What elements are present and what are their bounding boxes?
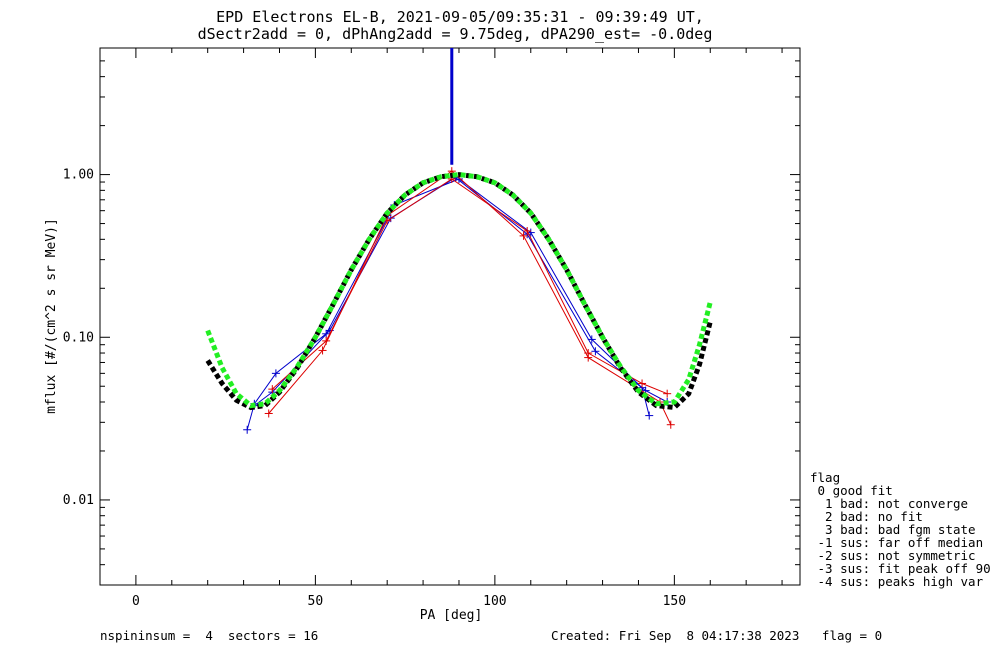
legend-title: flag [810, 470, 841, 485]
data-point [271, 369, 280, 378]
data-point [666, 420, 675, 429]
y-tick-label: 0.01 [63, 493, 94, 508]
x-tick-label: 100 [483, 594, 506, 609]
data-line-0 [246, 178, 650, 430]
plot-frame [99, 47, 801, 586]
series-layer [205, 48, 713, 434]
legend-item: -2 sus: not symmetric [810, 548, 976, 563]
legend-item: -3 sus: fit peak off 90 [810, 561, 991, 576]
data-line-2 [268, 170, 672, 425]
x-tick-label: 50 [308, 594, 324, 609]
data-point [318, 346, 327, 355]
y-tick-label: 0.10 [63, 330, 94, 345]
legend-item: 2 bad: no fit [810, 509, 923, 524]
data-point [523, 227, 532, 236]
data-line-3 [271, 178, 668, 395]
data-point [322, 336, 331, 345]
chart-title-line2: dSectr2add = 0, dPhAng2add = 9.75deg, dP… [198, 25, 713, 43]
fit-curve-4 [205, 172, 713, 411]
data-point [645, 411, 654, 420]
data-point [587, 335, 596, 344]
data-point [638, 379, 647, 388]
footer-right: Created: Fri Sep 8 04:17:38 2023 flag = … [551, 628, 883, 643]
y-axis-label: mflux [#/(cm^2 s sr MeV)] [44, 218, 59, 414]
data-point [591, 347, 600, 356]
legend-item: 3 bad: bad fgm state [810, 522, 976, 537]
data-point [663, 389, 672, 398]
x-axis-label: PA [deg] [420, 608, 483, 623]
data-point [264, 409, 273, 418]
data-point [243, 425, 252, 434]
data-point [519, 231, 528, 240]
x-tick-label: 150 [663, 594, 686, 609]
chart-title-line1: EPD Electrons EL-B, 2021-09-05/09:35:31 … [216, 8, 704, 26]
fit-curve-5 [205, 172, 713, 409]
axis-ticks: 0 50 100 150 0.01 0.10 1.00 [63, 47, 800, 609]
y-tick-label: 1.00 [63, 168, 94, 183]
data-point [584, 349, 593, 358]
legend-item: 0 good fit [810, 483, 893, 498]
x-tick-label: 0 [132, 594, 140, 609]
data-line-1 [254, 176, 668, 406]
legend-item: -4 sus: peaks high var [810, 574, 984, 589]
legend-item: -1 sus: far off median [810, 535, 984, 550]
legend-item: 1 bad: not converge [810, 496, 969, 511]
data-point [268, 385, 277, 394]
footer-left: nspininsum = 4 sectors = 16 [100, 628, 319, 643]
